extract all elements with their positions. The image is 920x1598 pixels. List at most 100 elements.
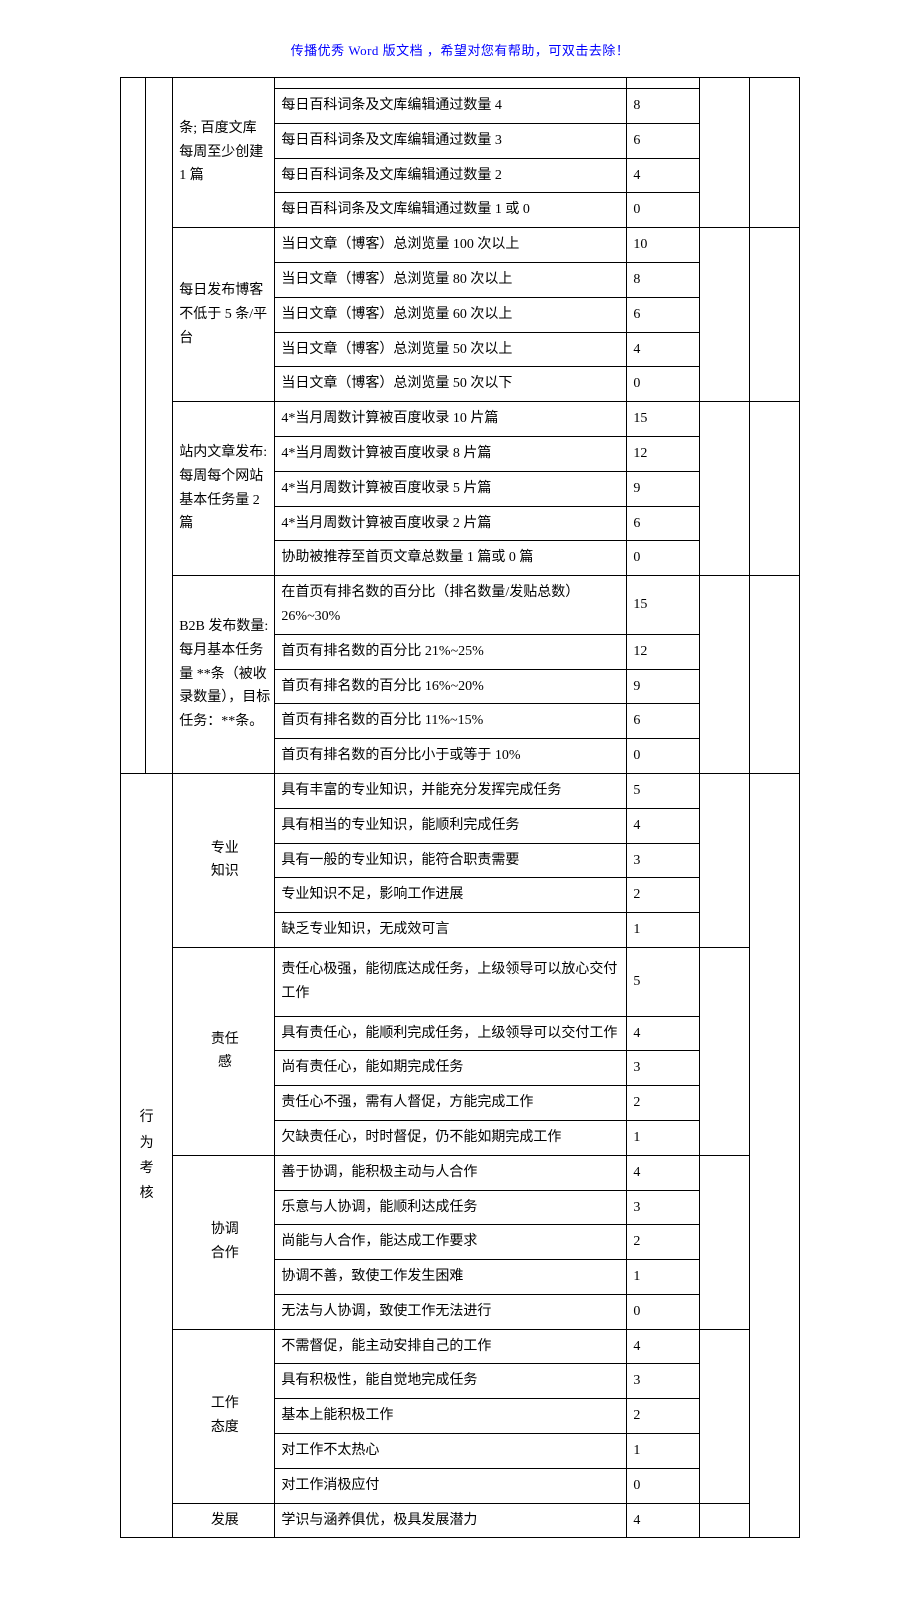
criterion-score: 2 <box>627 1399 700 1434</box>
criterion-desc: 学识与涵养俱优，极具发展潜力 <box>275 1503 627 1538</box>
table-row: 发展 学识与涵养俱优，极具发展潜力4 <box>121 1503 800 1538</box>
criterion-score: 0 <box>627 193 700 228</box>
score-input-cell <box>700 78 750 228</box>
criterion-desc: 4*当月周数计算被百度收录 10 片篇 <box>275 402 627 437</box>
criterion-score: 0 <box>627 1468 700 1503</box>
criterion-desc: 当日文章（博客）总浏览量 50 次以下 <box>275 367 627 402</box>
criterion-desc: 协助被推荐至首页文章总数量 1 篇或 0 篇 <box>275 541 627 576</box>
criterion-desc: 每日百科词条及文库编辑通过数量 3 <box>275 123 627 158</box>
category-cell-blank <box>121 78 146 774</box>
criterion-score: 3 <box>627 1190 700 1225</box>
criterion-desc: 在首页有排名数的百分比（排名数量/发贴总数）26%~30% <box>275 576 627 635</box>
criterion-score: 2 <box>627 1086 700 1121</box>
sub-label-blog: 每日发布博客不低于 5 条/平台 <box>173 228 275 402</box>
sub-label-responsibility: 责任感 <box>173 947 275 1155</box>
criterion-score: 5 <box>627 773 700 808</box>
criterion-score: 9 <box>627 669 700 704</box>
criterion-desc: 尚能与人合作，能达成工作要求 <box>275 1225 627 1260</box>
criterion-desc: 协调不善，致使工作发生困难 <box>275 1260 627 1295</box>
sub-label-baidu-wenku: 条; 百度文库 每周至少创建 1 篇 <box>173 78 275 228</box>
criterion-score: 4 <box>627 1016 700 1051</box>
criterion-score: 8 <box>627 89 700 124</box>
sub-label-b2b: B2B 发布数量: 每月基本任务量 **条（被收录数量），目标任务：**条。 <box>173 576 275 774</box>
criterion-score: 4 <box>627 808 700 843</box>
criterion-desc: 4*当月周数计算被百度收录 8 片篇 <box>275 436 627 471</box>
criterion-score: 1 <box>627 1434 700 1469</box>
criterion-desc: 具有相当的专业知识，能顺利完成任务 <box>275 808 627 843</box>
assessment-table: 条; 百度文库 每周至少创建 1 篇 每日百科词条及文库编辑通过数量 48 每日… <box>120 77 800 1538</box>
criterion-desc: 4*当月周数计算被百度收录 2 片篇 <box>275 506 627 541</box>
criterion-score: 4 <box>627 1503 700 1538</box>
criterion-desc: 每日百科词条及文库编辑通过数量 4 <box>275 89 627 124</box>
criterion-desc: 当日文章（博客）总浏览量 60 次以上 <box>275 297 627 332</box>
comment-cell <box>750 402 800 576</box>
comment-cell <box>750 228 800 402</box>
criterion-desc: 首页有排名数的百分比小于或等于 10% <box>275 739 627 774</box>
criterion-score: 9 <box>627 471 700 506</box>
score-input-cell <box>700 773 750 947</box>
score-input-cell <box>700 1155 750 1329</box>
table-row: 责任感 责任心极强，能彻底达成任务，上级领导可以放心交付工作5 <box>121 947 800 1016</box>
table-row: 每日发布博客不低于 5 条/平台 当日文章（博客）总浏览量 100 次以上10 <box>121 228 800 263</box>
criterion-score: 12 <box>627 436 700 471</box>
criterion-desc: 首页有排名数的百分比 21%~25% <box>275 634 627 669</box>
score-input-cell <box>700 1329 750 1503</box>
criterion-desc: 基本上能积极工作 <box>275 1399 627 1434</box>
criterion-desc: 对工作不太热心 <box>275 1434 627 1469</box>
criterion-score: 2 <box>627 1225 700 1260</box>
score-input-cell <box>700 228 750 402</box>
criterion-desc: 具有一般的专业知识，能符合职责需要 <box>275 843 627 878</box>
comment-cell <box>750 773 800 1538</box>
criterion-score: 4 <box>627 158 700 193</box>
criterion-desc: 当日文章（博客）总浏览量 50 次以上 <box>275 332 627 367</box>
criterion-desc: 不需督促，能主动安排自己的工作 <box>275 1329 627 1364</box>
criterion-desc: 善于协调，能积极主动与人合作 <box>275 1155 627 1190</box>
criterion-score: 12 <box>627 634 700 669</box>
criterion-score: 2 <box>627 878 700 913</box>
score-input-cell <box>700 1503 750 1538</box>
criterion-desc: 缺乏专业知识，无成效可言 <box>275 913 627 948</box>
criterion-score: 0 <box>627 541 700 576</box>
sub-label-attitude: 工作态度 <box>173 1329 275 1503</box>
document-body: 条; 百度文库 每周至少创建 1 篇 每日百科词条及文库编辑通过数量 48 每日… <box>0 77 920 1598</box>
criterion-score: 15 <box>627 402 700 437</box>
criterion-desc: 当日文章（博客）总浏览量 80 次以上 <box>275 262 627 297</box>
criterion-desc: 责任心不强，需有人督促，方能完成工作 <box>275 1086 627 1121</box>
category-behavior: 行为考核 <box>121 773 173 1538</box>
table-row: 条; 百度文库 每周至少创建 1 篇 <box>121 78 800 89</box>
score-input-cell <box>700 576 750 774</box>
criterion-desc: 首页有排名数的百分比 11%~15% <box>275 704 627 739</box>
subcategory-cell-blank <box>145 78 172 774</box>
table-row: 站内文章发布: 每周每个网站基本任务量 2 篇 4*当月周数计算被百度收录 10… <box>121 402 800 437</box>
comment-cell <box>750 78 800 228</box>
sub-label-coordination: 协调合作 <box>173 1155 275 1329</box>
criterion-score: 4 <box>627 332 700 367</box>
sub-label-prof-knowledge: 专业知识 <box>173 773 275 947</box>
criterion-score: 6 <box>627 297 700 332</box>
table-row: 行为考核 专业知识 具有丰富的专业知识，并能充分发挥完成任务5 <box>121 773 800 808</box>
sub-label-site-articles: 站内文章发布: 每周每个网站基本任务量 2 篇 <box>173 402 275 576</box>
criterion-desc: 责任心极强，能彻底达成任务，上级领导可以放心交付工作 <box>275 947 627 1016</box>
criterion-score: 4 <box>627 1329 700 1364</box>
criterion-score: 0 <box>627 1294 700 1329</box>
criterion-desc: 具有积极性，能自觉地完成任务 <box>275 1364 627 1399</box>
criterion-score: 5 <box>627 947 700 1016</box>
criterion-score: 1 <box>627 913 700 948</box>
criterion-score: 6 <box>627 123 700 158</box>
criterion-score: 3 <box>627 1364 700 1399</box>
criterion-score: 1 <box>627 1120 700 1155</box>
criterion-desc: 专业知识不足，影响工作进展 <box>275 878 627 913</box>
sub-label-development: 发展 <box>173 1503 275 1538</box>
criterion-score <box>627 78 700 89</box>
criterion-score: 4 <box>627 1155 700 1190</box>
criterion-score: 3 <box>627 843 700 878</box>
criterion-desc: 乐意与人协调，能顺利达成任务 <box>275 1190 627 1225</box>
criterion-desc: 首页有排名数的百分比 16%~20% <box>275 669 627 704</box>
criterion-score: 0 <box>627 739 700 774</box>
criterion-score: 1 <box>627 1260 700 1295</box>
criterion-desc: 无法与人协调，致使工作无法进行 <box>275 1294 627 1329</box>
table-row: 工作态度 不需督促，能主动安排自己的工作4 <box>121 1329 800 1364</box>
criterion-desc: 4*当月周数计算被百度收录 5 片篇 <box>275 471 627 506</box>
criterion-score: 0 <box>627 367 700 402</box>
criterion-score: 3 <box>627 1051 700 1086</box>
